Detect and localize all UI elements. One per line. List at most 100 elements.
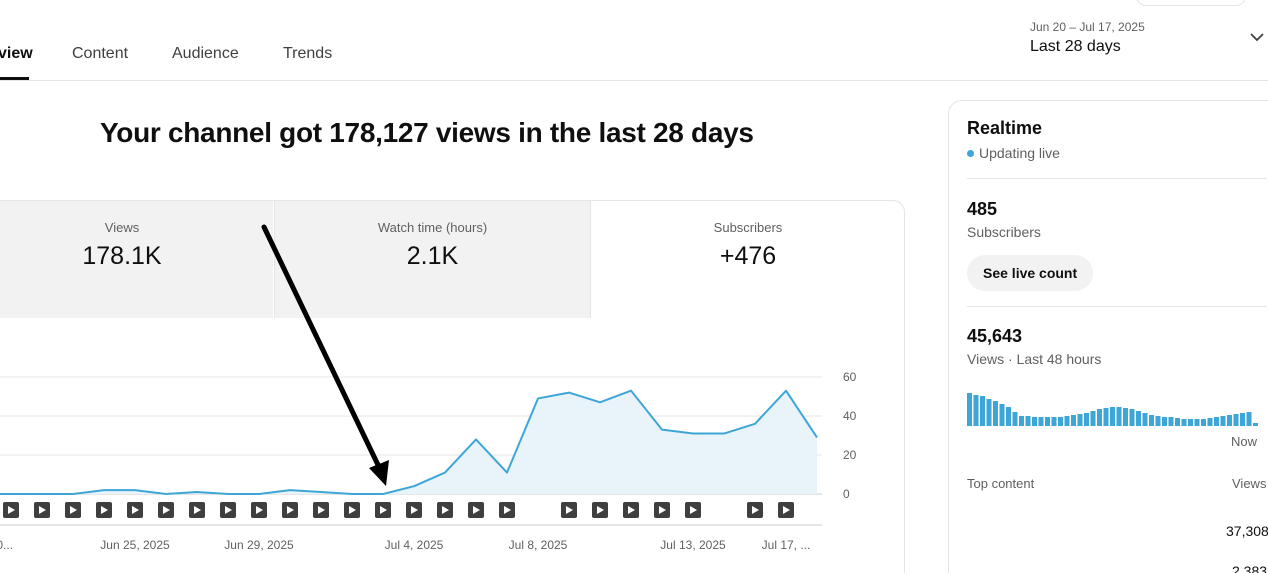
metric-value: 178.1K [82, 242, 162, 270]
realtime-bar[interactable] [1149, 415, 1154, 426]
realtime-bar[interactable] [1110, 407, 1115, 426]
x-tick-label: Jun 29, 2025 [224, 538, 294, 552]
realtime-bar[interactable] [1142, 413, 1148, 426]
realtime-bar[interactable] [1012, 412, 1018, 426]
realtime-bar[interactable] [1227, 415, 1232, 426]
video-marker-icon[interactable] [96, 502, 112, 518]
video-marker-icon[interactable] [561, 502, 577, 518]
video-marker-icon[interactable] [220, 502, 236, 518]
realtime-bar[interactable] [1032, 417, 1037, 426]
realtime-views-value: 45,643 [967, 326, 1023, 346]
realtime-bar[interactable] [1129, 409, 1135, 426]
realtime-bar[interactable] [1064, 416, 1070, 426]
tab-trends[interactable]: Trends [283, 45, 333, 62]
video-marker-icon[interactable] [747, 502, 763, 518]
video-marker-icon[interactable] [375, 502, 391, 518]
realtime-bar[interactable] [1233, 414, 1239, 426]
date-range-period: Last 28 days [1030, 38, 1121, 55]
realtime-bar[interactable] [1162, 417, 1167, 426]
realtime-bar[interactable] [1077, 414, 1083, 426]
metric-value: +476 [719, 242, 777, 270]
video-marker-icon[interactable] [127, 502, 143, 518]
see-live-count-button[interactable]: See live count [967, 255, 1094, 291]
realtime-bar[interactable] [1097, 409, 1102, 426]
metric-subscribers[interactable]: Subscribers +476 [590, 201, 905, 318]
video-marker-icon[interactable] [344, 502, 360, 518]
realtime-bar[interactable] [1019, 416, 1024, 426]
video-marker-icon[interactable] [468, 502, 484, 518]
realtime-bar[interactable] [1123, 408, 1128, 426]
x-tick-label: Jul 4, 2025 [385, 538, 444, 552]
video-marker-icon[interactable] [189, 502, 205, 518]
realtime-bar[interactable] [1116, 407, 1122, 426]
video-marker-icon[interactable] [778, 502, 794, 518]
realtime-status-text: Updating live [979, 145, 1060, 161]
views-column-header: Views [1232, 476, 1267, 491]
tab-overview[interactable]: view [0, 45, 33, 62]
video-marker-icon[interactable] [313, 502, 329, 518]
video-marker-icon[interactable] [3, 502, 19, 518]
realtime-bar[interactable] [1103, 408, 1109, 426]
video-marker-icon[interactable] [34, 502, 50, 518]
realtime-bar[interactable] [973, 395, 979, 426]
realtime-subscribers-label: Subscribers [967, 224, 1041, 240]
video-marker-icon[interactable] [623, 502, 639, 518]
realtime-bar[interactable] [1214, 417, 1219, 426]
y-tick-label: 20 [843, 448, 857, 462]
video-marker-icon[interactable] [592, 502, 608, 518]
realtime-bar[interactable] [1071, 415, 1076, 426]
video-marker-icon[interactable] [251, 502, 267, 518]
x-tick-label: Jul 13, 2025 [660, 538, 726, 552]
video-marker-icon[interactable] [437, 502, 453, 518]
video-marker-icon[interactable] [499, 502, 515, 518]
realtime-bar[interactable] [1090, 411, 1096, 426]
divider [967, 178, 1267, 179]
tab-audience[interactable]: Audience [172, 45, 239, 62]
video-marker-icon[interactable] [685, 502, 701, 518]
realtime-bar[interactable] [1207, 418, 1213, 426]
page-title: Your channel got 178,127 views in the la… [100, 117, 754, 148]
realtime-status: Updating live [967, 145, 1060, 161]
video-marker-icon[interactable] [406, 502, 422, 518]
realtime-bar[interactable] [999, 404, 1005, 426]
realtime-bar[interactable] [1045, 417, 1050, 426]
tab-bar: view Content Audience Trends Jun 20 – Ju… [0, 0, 1268, 81]
video-marker-icon[interactable] [65, 502, 81, 518]
metric-views[interactable]: Views 178.1K [0, 201, 273, 318]
views-line[interactable] [0, 389, 818, 495]
divider [967, 306, 1267, 307]
realtime-bar[interactable] [1246, 412, 1252, 426]
realtime-bar[interactable] [1038, 417, 1044, 426]
realtime-bar[interactable] [967, 393, 972, 426]
top-content-label: Top content [967, 476, 1035, 491]
chevron-down-icon[interactable] [1250, 32, 1264, 42]
realtime-bar[interactable] [1240, 413, 1245, 426]
realtime-bar[interactable] [993, 401, 998, 426]
realtime-bar-chart [967, 393, 1258, 426]
realtime-bar[interactable] [1175, 418, 1180, 426]
realtime-bar[interactable] [1025, 416, 1031, 426]
realtime-bar[interactable] [1181, 419, 1187, 426]
realtime-bar[interactable] [1084, 413, 1089, 426]
realtime-bar[interactable] [986, 399, 992, 426]
realtime-bar[interactable] [1168, 417, 1174, 426]
realtime-bar[interactable] [1188, 419, 1193, 426]
realtime-bar[interactable] [1220, 416, 1226, 426]
video-marker-icon[interactable] [158, 502, 174, 518]
realtime-bar[interactable] [1201, 419, 1206, 426]
realtime-bar[interactable] [1058, 417, 1063, 426]
x-tick-label: Jul 17, ... [762, 538, 811, 552]
realtime-bar[interactable] [1253, 423, 1258, 426]
metric-watch-time[interactable]: Watch time (hours) 2.1K [274, 201, 590, 318]
video-marker-icon[interactable] [654, 502, 670, 518]
realtime-bar[interactable] [1155, 416, 1161, 426]
realtime-bar[interactable] [980, 396, 985, 426]
realtime-bar[interactable] [1136, 411, 1141, 426]
tab-content[interactable]: Content [72, 45, 129, 62]
video-marker-icon[interactable] [282, 502, 298, 518]
realtime-bar[interactable] [1006, 407, 1011, 426]
realtime-bar[interactable] [1194, 419, 1200, 426]
realtime-bar[interactable] [1051, 417, 1057, 426]
date-range-selector[interactable]: Jun 20 – Jul 17, 2025 Last 28 days [1030, 20, 1145, 56]
y-tick-label: 0 [843, 487, 850, 501]
